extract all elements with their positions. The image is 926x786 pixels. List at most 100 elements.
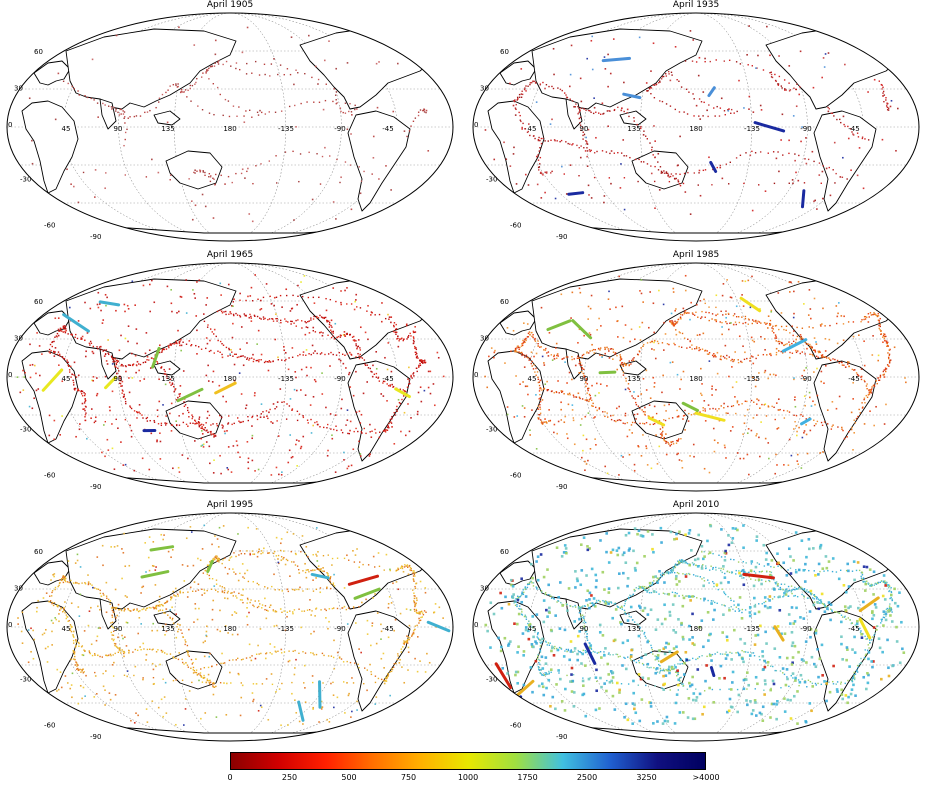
world-map: 60 30 0 -30 -60 -90 45 90 135 180 -135 -90 -45	[472, 262, 920, 492]
observation-points	[484, 523, 906, 725]
lat-label: 60	[500, 548, 509, 556]
lon-label: 45	[62, 375, 71, 383]
observation-points	[16, 274, 445, 476]
lat-label: 30	[14, 335, 23, 343]
lon-label: -135	[744, 375, 760, 383]
lon-label: 90	[580, 125, 589, 133]
panel-title: April 1935	[672, 0, 720, 10]
lat-label: -90	[90, 733, 101, 741]
world-map: 60 30 0 -30 -60 -90 45 90 135 180 -135 -90 -45	[6, 262, 454, 492]
lon-label: -45	[848, 375, 859, 383]
lon-label: 135	[627, 125, 640, 133]
lon-label: 135	[627, 375, 640, 383]
colorbar-tick-label: >4000	[692, 773, 720, 782]
map-outline	[472, 262, 920, 492]
panel-title: April 1995	[206, 500, 254, 510]
observation-points	[17, 524, 451, 727]
map-panel-p2010: April 2010 60 30 0 -30 -60 -90 45 90 135 180 -135 -9…	[470, 500, 922, 744]
lat-label: -30	[20, 676, 31, 684]
lon-label: 180	[223, 375, 236, 383]
lat-label: 60	[500, 298, 509, 306]
lat-label: -60	[44, 721, 55, 729]
lat-label: -30	[486, 676, 497, 684]
panel-title: April 1965	[206, 250, 254, 260]
lon-label: 45	[528, 375, 537, 383]
lon-label: -90	[334, 375, 345, 383]
map-outline	[6, 262, 454, 492]
lon-label: 90	[580, 375, 589, 383]
coastlines	[21, 26, 453, 241]
map-outline	[472, 512, 920, 742]
lat-label: 0	[8, 621, 12, 629]
lat-label: -90	[556, 483, 567, 491]
panel-title: April 1905	[206, 0, 254, 10]
map-outline	[472, 12, 920, 242]
lon-label: -90	[334, 625, 345, 633]
world-map: 60 30 0 -30 -60 -90 45 90 135 180 -135 -90 -45	[6, 12, 454, 242]
lat-label: 30	[480, 335, 489, 343]
lon-label: 90	[580, 625, 589, 633]
lat-label: 30	[480, 85, 489, 93]
observation-points	[28, 26, 430, 223]
lon-label: -90	[334, 125, 345, 133]
lat-label: 30	[14, 585, 23, 593]
lon-label: 45	[62, 125, 71, 133]
lon-label: 135	[161, 125, 174, 133]
map-panel-p1905: April 1905 60 30 0 -30 -60 -90 45 90 135 180 -135 -9…	[4, 0, 456, 244]
lat-label: 30	[480, 585, 489, 593]
lat-label: -60	[44, 221, 55, 229]
lon-label: -45	[848, 125, 859, 133]
lon-label: 90	[114, 375, 123, 383]
lat-label: 60	[500, 48, 509, 56]
lon-label: 180	[223, 625, 236, 633]
coastlines	[487, 526, 919, 741]
observation-points	[484, 25, 899, 215]
map-panel-p1985: April 1985 60 30 0 -30 -60 -90 45 90 135 180 -135 -9…	[470, 250, 922, 494]
lat-label: -60	[510, 721, 521, 729]
lon-label: 180	[689, 125, 702, 133]
lon-label: 135	[627, 625, 640, 633]
world-map: 60 30 0 -30 -60 -90 45 90 135 180 -135 -90 -45	[472, 512, 920, 742]
lon-label: -135	[278, 625, 294, 633]
lon-label: -45	[382, 625, 393, 633]
lon-label: 45	[528, 625, 537, 633]
world-map: 60 30 0 -30 -60 -90 45 90 135 180 -135 -90 -45	[6, 512, 454, 742]
lon-label: -90	[800, 125, 811, 133]
lon-label: 45	[528, 125, 537, 133]
lon-label: -135	[278, 125, 294, 133]
map-outline	[6, 12, 454, 242]
colorbar-tick-label: 1750	[517, 773, 538, 782]
lat-label: -60	[44, 471, 55, 479]
lat-label: 60	[34, 298, 43, 306]
lat-label: -30	[20, 426, 31, 434]
colorbar-tick-label: 750	[400, 773, 417, 782]
colorbar-tick-label: 2500	[576, 773, 598, 782]
lon-label: 90	[114, 625, 123, 633]
lon-label: -90	[800, 375, 811, 383]
lat-label: 0	[474, 371, 478, 379]
lon-label: 135	[161, 375, 174, 383]
map-outline	[6, 512, 454, 742]
colorbar-tick-label: 250	[281, 773, 298, 782]
lon-label: 180	[223, 125, 236, 133]
panel-title: April 1985	[672, 250, 720, 260]
lon-label: -45	[848, 625, 859, 633]
coastlines	[21, 526, 453, 741]
lon-label: -45	[382, 375, 393, 383]
lat-label: -60	[510, 471, 521, 479]
colorbar-tick-label: 3250	[636, 773, 657, 782]
lat-label: 0	[474, 121, 478, 129]
lat-label: 0	[474, 621, 478, 629]
observation-points	[484, 274, 907, 476]
map-panel-p1935: April 1935 60 30 0 -30 -60 -90 45 90 135 180 -135 -9…	[470, 0, 922, 244]
lon-label: 135	[161, 625, 174, 633]
lat-label: 0	[8, 371, 12, 379]
lon-label: -45	[382, 125, 393, 133]
lat-label: -60	[510, 221, 521, 229]
lat-label: 60	[34, 48, 43, 56]
colorbar-gradient	[230, 752, 706, 770]
map-panel-p1965: April 1965 60 30 0 -30 -60 -90 45 90 135 180 -135 -9…	[4, 250, 456, 494]
colorbar-legend: 0 250 500 750 1000 1750 2500 3250 >4000	[226, 752, 720, 786]
lon-label: 180	[689, 625, 702, 633]
lat-label: 30	[14, 85, 23, 93]
